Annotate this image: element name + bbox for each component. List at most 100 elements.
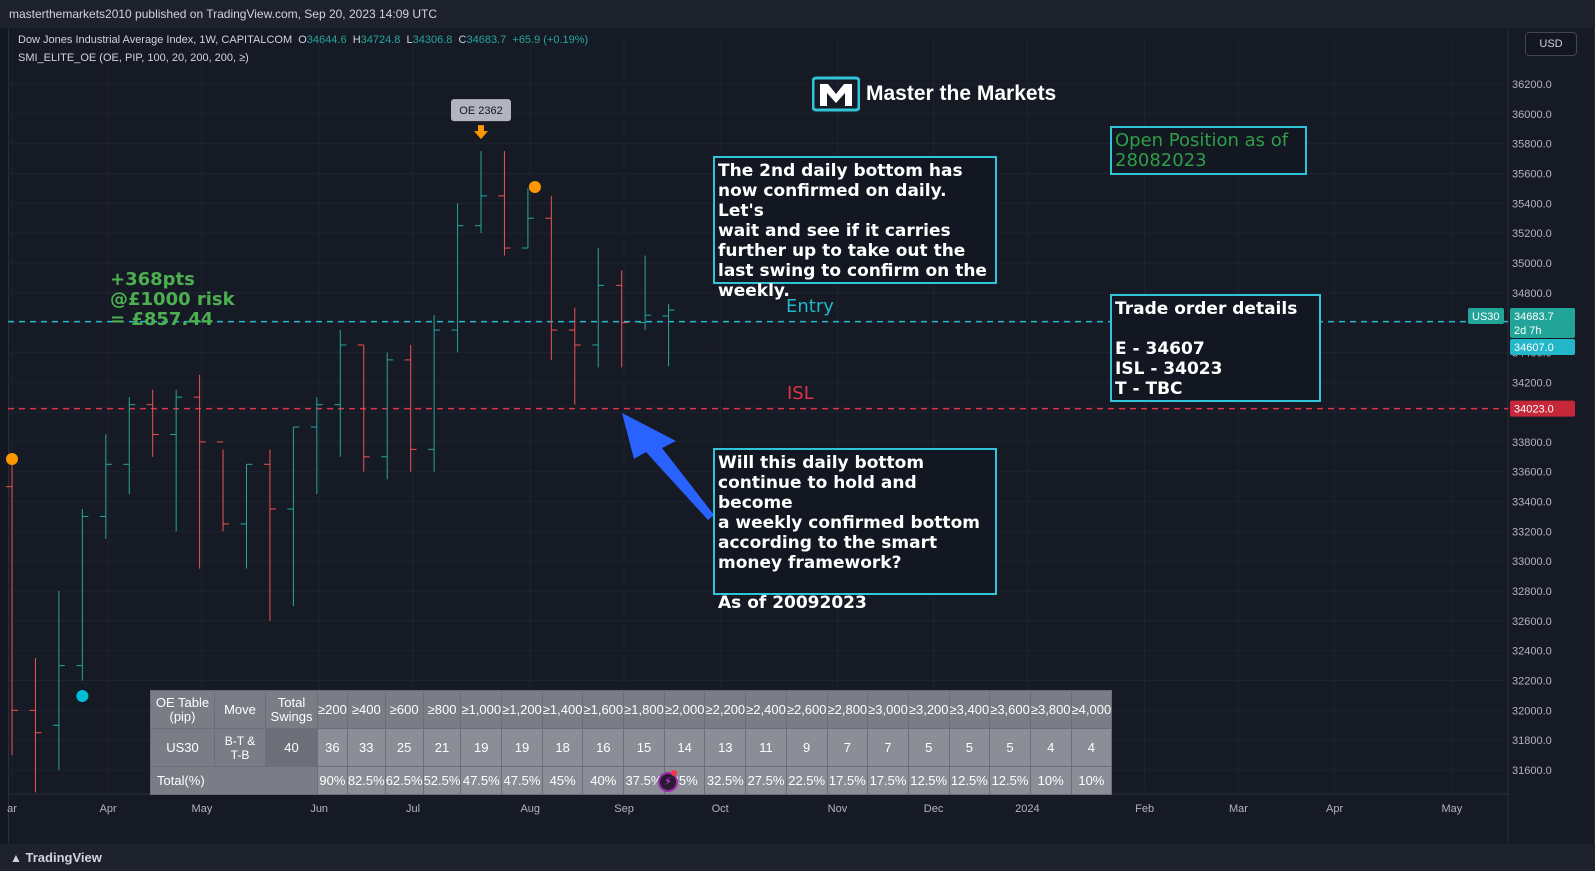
lightning-icon[interactable]: ⚡ — [658, 772, 678, 792]
oe-percent: 37.5% — [623, 766, 665, 795]
x-tick-label: May — [1441, 803, 1462, 815]
y-tick-label: 33200.0 — [1512, 526, 1552, 538]
note-weekly-question[interactable]: Will this daily bottom continue to hold … — [713, 448, 997, 613]
oe-percent: 47.5% — [501, 766, 543, 795]
note-open-position[interactable]: Open Position as of 28082023 — [1110, 126, 1307, 175]
legend-high-key: H — [352, 34, 361, 46]
y-tick-label: 31600.0 — [1512, 765, 1552, 777]
legend-symbol: Dow Jones Industrial Average Index, 1W, … — [18, 34, 293, 46]
y-tick-label: 35600.0 — [1512, 168, 1552, 180]
top-bar: masterthemarkets2010 published on Tradin… — [0, 0, 1595, 28]
oe-percent: 32.5% — [704, 766, 747, 795]
x-tick-label: Apr — [1326, 803, 1343, 815]
oe-threshold: ≥2,400 — [745, 690, 787, 729]
y-tick-label: 35400.0 — [1512, 198, 1552, 210]
brand-logo: Master the Markets — [811, 76, 1056, 112]
oe-count: 4 — [1029, 728, 1072, 767]
oe-table-percent-row: Total(%) 90% 82.5% 62.5% 52.5% 47.5% 47.… — [150, 766, 1113, 795]
legend-close: 34683.7 — [466, 34, 507, 46]
oe-percent: 82.5% — [346, 766, 386, 795]
currency-button[interactable]: USD — [1525, 32, 1577, 56]
publish-info: masterthemarkets2010 published on Tradin… — [9, 7, 438, 21]
oe-threshold: ≥3,000 — [867, 690, 909, 729]
oe-threshold: ≥3,800 — [1029, 690, 1072, 729]
oe-percent: 22.5% — [785, 766, 828, 795]
oe-down-arrow-icon — [474, 125, 488, 140]
book-logo-icon — [811, 76, 861, 112]
y-tick-label: 32400.0 — [1512, 646, 1552, 658]
oe-table-move: B-T & T-B — [214, 728, 266, 767]
legend-low: 34306.8 — [412, 34, 453, 46]
tradingview-logo-icon: ▲ — [10, 851, 22, 865]
oe-percent: 45% — [541, 766, 584, 795]
oe-table: OE Table (pip) Move Total Swings ≥200 ≥4… — [150, 690, 1113, 795]
oe-count: 9 — [785, 728, 828, 767]
isl-label: ISL — [787, 383, 814, 404]
oe-percent: 12.5% — [989, 766, 1031, 795]
isl-price-tag: 34023.0 — [1514, 404, 1554, 416]
oe-count: 5 — [907, 728, 950, 767]
oe-table-header-title: OE Table (pip) — [150, 690, 215, 729]
oe-count: 19 — [501, 728, 543, 767]
note-trade-details[interactable]: Trade order details E - 34607 ISL - 3402… — [1110, 294, 1321, 402]
oe-threshold: ≥3,400 — [948, 690, 991, 729]
x-tick-label: May — [192, 803, 213, 815]
oe-count: 5 — [948, 728, 991, 767]
note-daily-bottom-confirmed[interactable]: The 2nd daily bottom has now confirmed o… — [713, 156, 997, 301]
oe-count: 11 — [745, 728, 787, 767]
oe-threshold: ≥400 — [346, 690, 386, 729]
y-tick-label: 34200.0 — [1512, 377, 1552, 389]
oe-count: 21 — [422, 728, 462, 767]
oe-threshold: ≥2,600 — [785, 690, 828, 729]
pnl-annotation: +368pts @£1000 risk = £857.44 — [110, 269, 235, 330]
x-tick-label: Apr — [100, 803, 117, 815]
y-tick-label: 32000.0 — [1512, 705, 1552, 717]
entry-price-tag-bg — [1510, 339, 1575, 355]
last-price-tag-bg — [1510, 308, 1575, 324]
oe-percent: 10% — [1070, 766, 1113, 795]
tradingview-logo-text: TradingView — [25, 850, 102, 865]
oe-count: 33 — [346, 728, 386, 767]
oe-percent: 52.5% — [422, 766, 462, 795]
countdown-tag: 2d 7h — [1514, 325, 1542, 337]
y-tick-label: 33800.0 — [1512, 437, 1552, 449]
oe-percent: 12.5% — [907, 766, 950, 795]
oe-threshold: ≥600 — [384, 690, 424, 729]
x-tick-label: Feb — [1135, 803, 1154, 815]
oe-count: 25 — [384, 728, 424, 767]
oe-threshold: ≥4,000 — [1070, 690, 1113, 729]
x-tick-label: 2024 — [1015, 803, 1039, 815]
oe-count: 15 — [623, 728, 665, 767]
oe-count: 7 — [867, 728, 909, 767]
legend-low-key: L — [406, 34, 413, 46]
oe-threshold: ≥2,200 — [704, 690, 747, 729]
oe-percent: 17.5% — [826, 766, 869, 795]
orange-signal-dot — [528, 181, 541, 193]
oe-count: 14 — [663, 728, 706, 767]
oe-table-total-label: Total(%) — [150, 766, 318, 795]
pointer-arrow-icon — [622, 413, 714, 520]
oe-count: 4 — [1070, 728, 1113, 767]
y-tick-label: 36200.0 — [1512, 79, 1552, 91]
oe-count: 16 — [582, 728, 625, 767]
legend-indicator[interactable]: SMI_ELITE_OE (OE, PIP, 100, 20, 200, 200… — [18, 52, 249, 64]
oe-threshold: ≥1,200 — [501, 690, 543, 729]
y-tick-label: 32800.0 — [1512, 586, 1552, 598]
oe-threshold: ≥800 — [422, 690, 462, 729]
legend-symbol-row[interactable]: Dow Jones Industrial Average Index, 1W, … — [18, 34, 588, 46]
orange-signal-dot — [6, 453, 18, 465]
x-tick-label: Jun — [310, 803, 328, 815]
oe-table-symbol: US30 — [150, 728, 215, 767]
x-tick-label: Nov — [828, 803, 848, 815]
tradingview-logo[interactable]: ▲ TradingView — [10, 850, 102, 865]
y-tick-label: 34800.0 — [1512, 288, 1552, 300]
symbol-price-tag: US30 — [1472, 311, 1500, 323]
cyan-signal-dot — [76, 690, 89, 702]
oe-table-header-total: Total Swings — [265, 690, 318, 729]
x-tick-label: Oct — [712, 803, 729, 815]
x-tick-label: Sep — [614, 803, 634, 815]
oe-percent: 47.5% — [460, 766, 503, 795]
oe-percent: 62.5% — [384, 766, 424, 795]
oe-threshold: ≥3,600 — [989, 690, 1031, 729]
